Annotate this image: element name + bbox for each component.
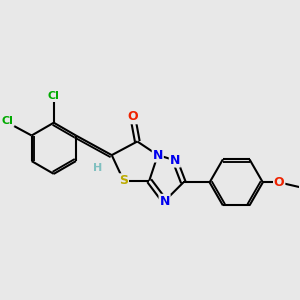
Text: Cl: Cl (2, 116, 14, 126)
Text: O: O (274, 176, 284, 189)
Text: H: H (93, 163, 102, 173)
Text: Cl: Cl (48, 91, 60, 101)
Text: N: N (159, 195, 170, 208)
Text: N: N (169, 154, 180, 167)
Text: S: S (119, 174, 128, 187)
Text: O: O (128, 110, 138, 123)
Text: N: N (153, 148, 163, 162)
